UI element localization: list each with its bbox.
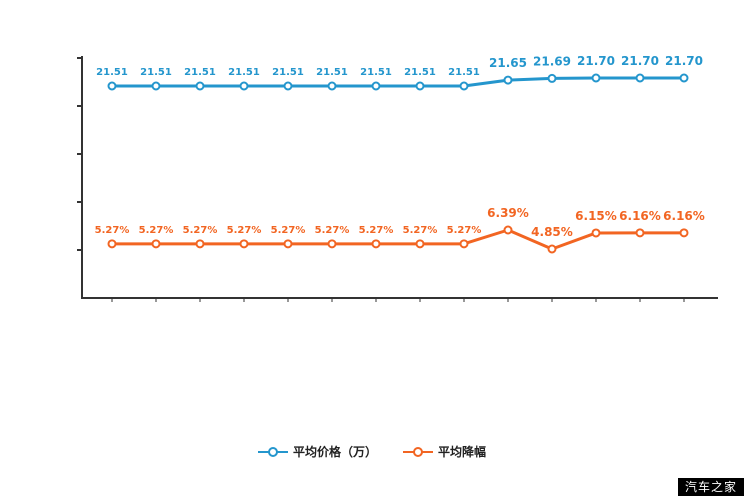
data-point-marker [283,239,293,249]
data-point-label: 6.39% [487,206,529,220]
data-point-label: 21.65 [489,56,527,70]
data-point-label: 5.27% [359,225,394,236]
legend-label-price: 平均价格（万） [292,445,377,459]
data-point-marker [679,228,689,238]
chart-legend: 平均价格（万） 平均降幅 [0,443,744,460]
data-point-label: 5.27% [315,225,350,236]
watermark-badge: 汽车之家 [677,478,744,496]
data-point-label: 6.15% [575,209,617,223]
data-point-marker [635,73,645,83]
data-point-label: 21.51 [360,67,392,78]
data-point-marker [415,239,425,249]
data-point-label: 21.70 [665,54,703,68]
data-point-label: 21.51 [96,67,128,78]
data-point-marker [459,239,469,249]
legend-label-discount: 平均降幅 [438,445,487,459]
data-point-marker [239,239,249,249]
data-point-marker [547,73,557,83]
data-point-marker [547,244,557,254]
data-point-marker [327,81,337,91]
line-marker-icon [257,446,288,457]
data-point-marker [591,228,601,238]
data-point-label: 21.51 [316,67,348,78]
data-point-marker [415,81,425,91]
data-point-marker [327,239,337,249]
series-line [110,76,686,88]
data-point-label: 21.51 [140,67,172,78]
data-point-marker [283,81,293,91]
legend-item-discount[interactable]: 平均降幅 [403,443,486,460]
data-point-label: 5.27% [183,225,218,236]
data-point-marker [679,73,689,83]
data-point-label: 21.51 [228,67,260,78]
data-point-marker [503,225,513,235]
data-point-label: 5.27% [403,225,438,236]
data-point-label: 6.16% [619,209,661,223]
data-point-marker [591,73,601,83]
legend-item-price[interactable]: 平均价格（万） [257,443,377,460]
data-point-marker [635,228,645,238]
data-point-label: 4.85% [531,225,573,239]
data-point-marker [107,81,117,91]
data-point-label: 5.27% [95,225,130,236]
data-point-marker [195,81,205,91]
data-point-label: 5.27% [139,225,174,236]
data-point-label: 21.51 [184,67,216,78]
data-point-label: 21.51 [272,67,304,78]
data-point-marker [107,239,117,249]
data-point-marker [459,81,469,91]
data-point-label: 21.70 [577,54,615,68]
line-marker-icon [403,446,433,457]
data-point-label: 21.51 [448,67,480,78]
series-line [110,228,686,251]
data-point-marker [151,81,161,91]
data-point-marker [503,75,513,85]
data-point-label: 21.69 [533,54,571,68]
data-point-marker [151,239,161,249]
data-point-marker [371,81,381,91]
data-point-label: 5.27% [227,225,262,236]
data-point-label: 21.70 [621,54,659,68]
data-point-marker [371,239,381,249]
data-point-label: 5.27% [447,225,482,236]
data-point-label: 6.16% [663,209,705,223]
data-point-marker [239,81,249,91]
data-point-marker [195,239,205,249]
data-point-label: 5.27% [271,225,306,236]
data-point-label: 21.51 [404,67,436,78]
